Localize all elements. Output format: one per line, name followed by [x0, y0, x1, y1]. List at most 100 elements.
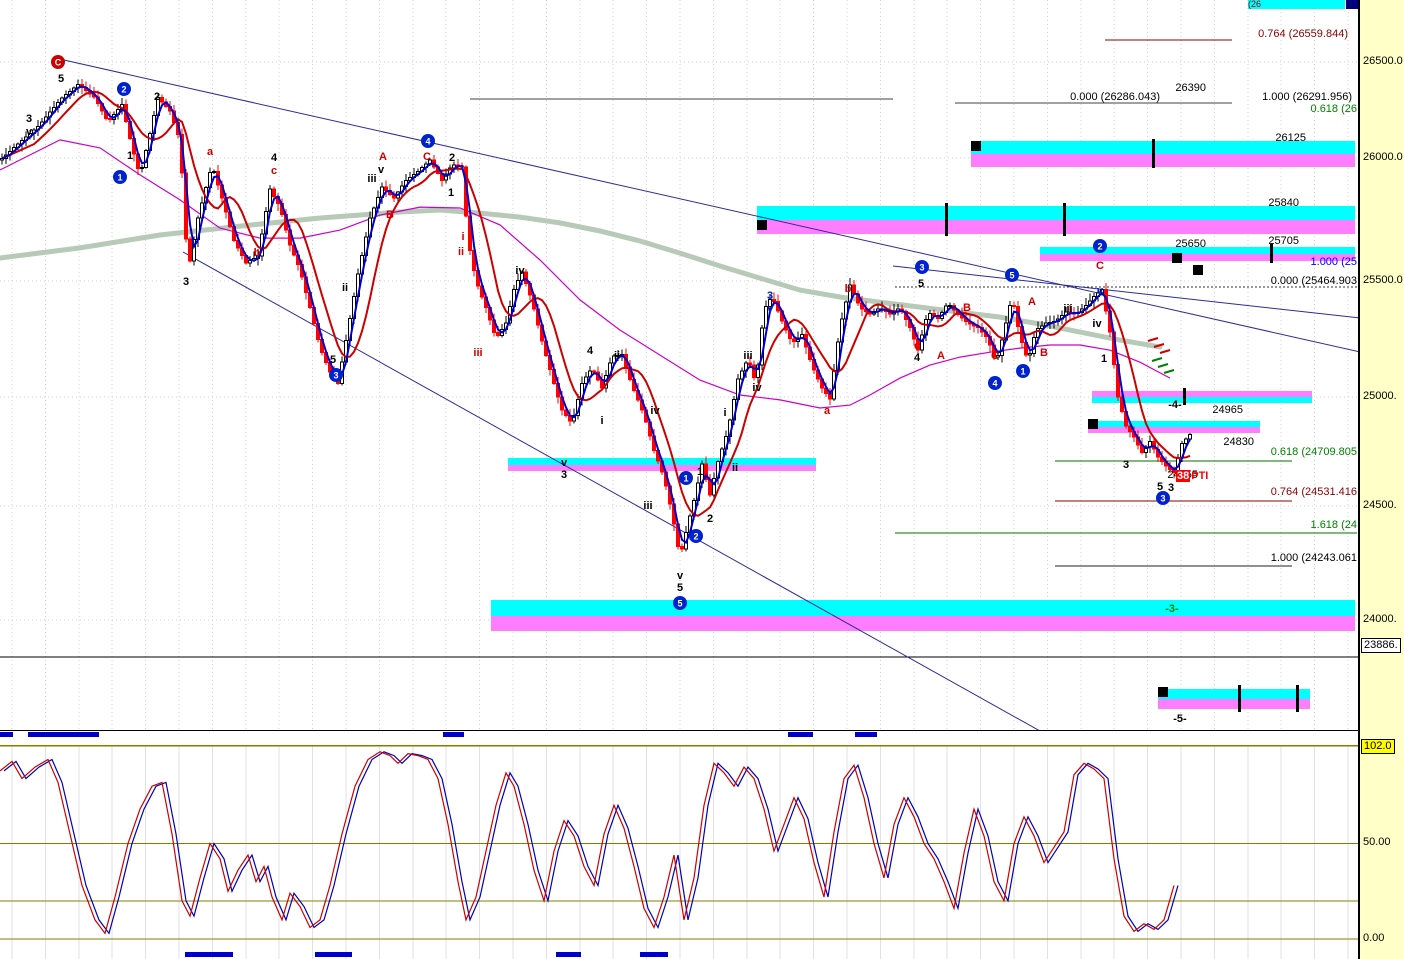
- pti-label: PTI: [1191, 470, 1209, 482]
- wave-text-label: 4: [914, 352, 921, 364]
- band-anchor-marker: [1193, 265, 1203, 275]
- svg-text:5: 5: [677, 599, 682, 609]
- zone-bands: [491, 139, 1355, 712]
- svg-text:2: 2: [121, 85, 126, 95]
- fib-label: 0.764 (26559.844): [1258, 28, 1348, 40]
- fib-labels: 0.764 (26559.844) 0.000 (26286.043) 26390 1…: [1070, 28, 1357, 564]
- svg-text:1: 1: [1020, 367, 1025, 377]
- wave-text-label: iv: [752, 382, 762, 394]
- fib-label: 1.000 (26291.956): [1262, 91, 1352, 103]
- red-ma-line: [1, 90, 1191, 517]
- fib-label: 24830: [1223, 436, 1254, 448]
- band-anchor-marker: [1158, 687, 1168, 697]
- price-axis-label: 25500.0: [1363, 274, 1403, 286]
- oscillator-canvas[interactable]: [0, 745, 1358, 959]
- svg-text:3: 3: [333, 371, 338, 381]
- signal-bar-top: [0, 732, 13, 737]
- wave-circle-label: [117, 82, 131, 96]
- oscillator-pane[interactable]: [0, 745, 1358, 959]
- wave-text-label: A: [379, 151, 387, 163]
- pti-indicator: 38 PTI: [1176, 470, 1208, 482]
- svg-text:4: 4: [425, 137, 430, 147]
- wave-text-label: a: [207, 146, 214, 158]
- wave-circle-label: [1005, 268, 1019, 282]
- wave-text-label: C: [423, 151, 431, 163]
- wave-text-label: v: [378, 164, 385, 176]
- wave-circle-label: [421, 134, 435, 148]
- pti-value: 38: [1176, 470, 1191, 482]
- wave-text-label: iii: [367, 173, 376, 185]
- corner-marker: [1346, 0, 1358, 9]
- wave-text-label: c: [271, 165, 277, 177]
- trend-lines: [54, 57, 1361, 732]
- wave-text-label: B: [386, 209, 394, 221]
- wave-text-label: 3: [1123, 459, 1129, 471]
- svg-text:3: 3: [919, 263, 924, 273]
- wave-text-label: 5: [1157, 481, 1163, 493]
- svg-text:C: C: [55, 58, 62, 68]
- wave-text-label: A: [1028, 296, 1036, 308]
- pane-separator: [0, 730, 1358, 746]
- wave-circle-label: [1093, 239, 1107, 253]
- wave-text-label: ii: [342, 282, 348, 294]
- wave-text-label: i: [461, 231, 464, 243]
- magenta-ma-line: [0, 139, 1171, 409]
- wave-text-label: 2: [449, 152, 455, 164]
- wave-text-label: iii: [1063, 303, 1072, 315]
- band-anchor-marker: [1172, 253, 1182, 263]
- fib-label: 25840: [1268, 197, 1299, 209]
- wave-text-label: v: [1097, 285, 1104, 297]
- trend-dash-mark: [1151, 357, 1163, 362]
- wave-text-label: 3: [183, 276, 189, 288]
- wave-text-label: 4: [271, 152, 278, 164]
- osc-axis-label: 0.00: [1363, 932, 1385, 944]
- wave-text-label: 1: [697, 466, 703, 478]
- svg-text:2: 2: [693, 532, 698, 542]
- wave-text-label: 5: [58, 73, 64, 85]
- trend-dash-mark: [1163, 369, 1175, 374]
- svg-text:4: 4: [992, 379, 997, 389]
- trend-dash-mark: [1147, 337, 1159, 342]
- oscillator-blue-line: [3, 751, 1179, 935]
- wave-text-label: iii: [643, 500, 652, 512]
- signal-bar-bottom: [640, 952, 668, 957]
- band-tick: [1183, 388, 1186, 405]
- wave-text-label: 4: [587, 345, 594, 357]
- band-tick: [1296, 685, 1299, 712]
- trend-dash-mark: [1159, 349, 1171, 354]
- wave-text-label: i: [723, 407, 726, 419]
- signal-bar-top: [443, 732, 464, 737]
- wave-text-label: i: [600, 415, 603, 427]
- wave-text-label: iv: [1092, 318, 1102, 330]
- svg-text:1: 1: [117, 173, 122, 183]
- fib-label: 0.618 (24709.805: [1271, 446, 1357, 458]
- wave-text-label: v: [677, 570, 684, 582]
- trend-dash-mark: [1153, 343, 1165, 348]
- fib-label: 1.000 (24243.061: [1271, 552, 1357, 564]
- price-axis-label: 26500.0: [1363, 55, 1403, 67]
- wave-circle-label: [113, 170, 127, 184]
- main-price-chart[interactable]: C 5 3 v 2 1 2 1 3 a b c 4 ii 5 3 iii v A B C 4 2 1 i ii iii iv v 3 4 ii…: [0, 0, 1361, 732]
- signal-bar-top: [28, 732, 99, 737]
- wave-text-label: B: [1040, 347, 1048, 359]
- band-tick: [945, 203, 948, 236]
- band-anchor-marker: [757, 220, 767, 230]
- wave-text-label: A: [937, 350, 945, 362]
- band-anchor-marker: [1088, 419, 1098, 429]
- fib-label: 26125: [1275, 132, 1306, 144]
- wave-text-label: iv: [515, 265, 525, 277]
- wave-text-label: iii: [473, 347, 482, 359]
- fib-label: 25705: [1268, 235, 1299, 247]
- price-axis[interactable]: 26500.0 26000.0 25500.0 25000. 24500. 24000. 2…: [1358, 0, 1404, 959]
- wave-circle-label: [988, 376, 1002, 390]
- wave-circle-label: [679, 471, 693, 485]
- wave-text-label: C: [991, 350, 999, 362]
- wave-text-label: -4-: [1168, 399, 1182, 411]
- svg-text:5: 5: [1009, 271, 1014, 281]
- wave-text-label: 1: [1101, 353, 1107, 365]
- band-tick: [1238, 685, 1241, 712]
- svg-text:3: 3: [1160, 494, 1165, 504]
- wave-circle-label: [689, 529, 703, 543]
